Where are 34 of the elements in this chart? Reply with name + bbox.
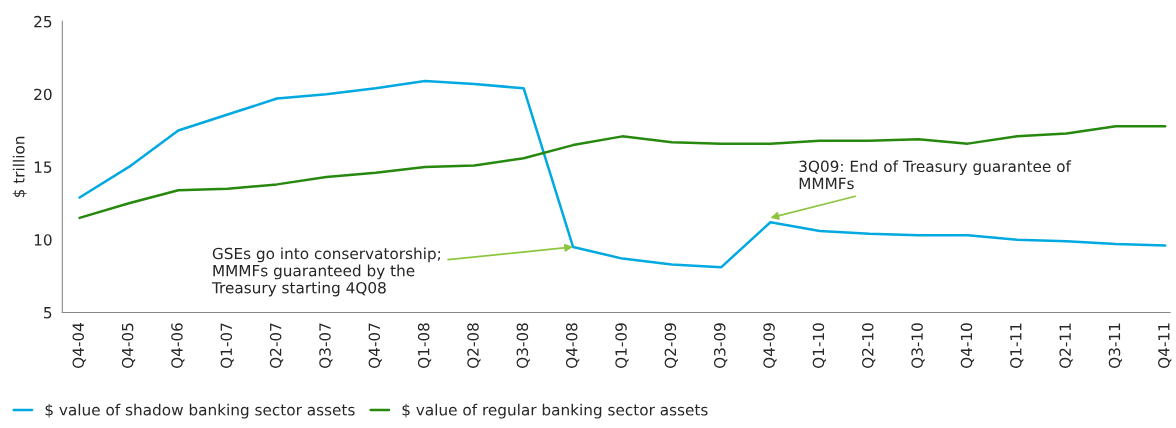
x-tick-label: Q1-10 xyxy=(812,323,826,369)
x-tick-label: Q4-04 xyxy=(72,323,86,369)
x-tick-label: Q4-06 xyxy=(171,323,185,369)
x-tick-label: Q2-10 xyxy=(861,323,876,369)
x-tick-label: Q2-07 xyxy=(269,323,284,369)
x-tick-label: Q3-07 xyxy=(319,323,333,369)
x-tick-label: Q4-09 xyxy=(763,323,777,369)
x-tick-label: Q1-08 xyxy=(417,323,432,369)
annotation: 3Q09: End of Treasury guarantee of MMMFs xyxy=(799,160,1072,190)
line-series xyxy=(78,124,1167,220)
x-tick-label: Q3-11 xyxy=(1108,323,1123,369)
x-tick-label: Q1-11 xyxy=(1010,323,1024,369)
legend-label: $ value of regular banking sector assets xyxy=(402,403,708,419)
x-tick-label: Q3-08 xyxy=(516,323,530,369)
x-tick-label: Q4-05 xyxy=(121,323,136,369)
x-tick-label: Q3-09 xyxy=(713,323,728,369)
x-tick-label: Q4-08 xyxy=(565,323,580,369)
y-tick-label: 25 xyxy=(34,15,52,28)
y-tick-label: 15 xyxy=(34,161,52,173)
x-tick-label: Q3-10 xyxy=(911,323,925,369)
annotation: GSEs go into conservatorship; MMMFs guaranteed by the Treasury starting 4Q08 xyxy=(211,247,441,297)
x-tick-label: Q1-07 xyxy=(220,323,234,369)
x-tick-label: Q2-08 xyxy=(467,323,481,369)
x-tick-label: Q4-10 xyxy=(960,323,974,369)
y-tick-label: 5 xyxy=(44,307,52,319)
y-tick-label: 20 xyxy=(34,88,52,101)
x-tick-label: Q1-09 xyxy=(615,323,629,369)
x-tick-label: Q2-11 xyxy=(1059,323,1073,369)
x-tick-label: Q4-11 xyxy=(1158,323,1172,369)
y-axis-title: $ trillion xyxy=(12,136,27,198)
y-tick-label: 10 xyxy=(34,234,52,246)
x-tick-label: Q4-07 xyxy=(368,323,382,369)
x-tick-label: Q2-09 xyxy=(664,323,678,369)
legend-label: $ value of shadow banking sector assets xyxy=(45,403,355,419)
